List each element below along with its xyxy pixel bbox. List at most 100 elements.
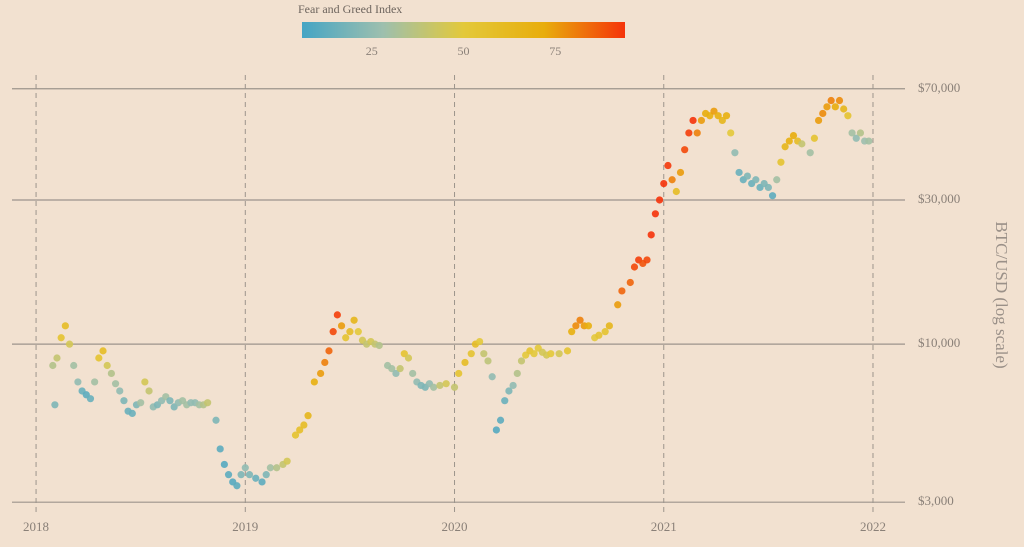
point [137, 399, 145, 407]
point [618, 287, 626, 295]
point [241, 464, 249, 472]
point [572, 322, 580, 330]
point [409, 369, 417, 378]
point [706, 112, 714, 120]
point [697, 116, 706, 125]
point [848, 129, 856, 137]
point [785, 137, 793, 145]
point [530, 350, 538, 358]
point [752, 176, 760, 184]
point [233, 482, 241, 490]
point [643, 256, 651, 264]
point [392, 369, 400, 378]
point [141, 378, 149, 386]
point [70, 361, 78, 370]
point [693, 129, 701, 137]
point [831, 103, 839, 111]
point [258, 478, 266, 486]
point [731, 149, 739, 157]
point [819, 109, 827, 118]
point [781, 143, 789, 151]
point [681, 146, 689, 154]
point [655, 196, 664, 204]
point [346, 328, 354, 336]
point [601, 328, 609, 336]
point [252, 474, 260, 482]
point [513, 369, 521, 378]
point [735, 168, 743, 177]
point [61, 322, 69, 330]
point [86, 395, 95, 403]
point [743, 172, 752, 180]
x-tick-label: 2022 [860, 519, 886, 534]
point [568, 328, 576, 336]
point [342, 334, 350, 342]
point [501, 397, 509, 405]
point [430, 383, 438, 391]
point [388, 365, 396, 373]
point [865, 137, 873, 145]
point [651, 210, 659, 218]
point [310, 378, 318, 386]
point [166, 397, 174, 405]
point [676, 168, 685, 177]
point [325, 347, 333, 355]
point [672, 187, 680, 196]
point [220, 460, 228, 469]
point [216, 445, 224, 453]
point [95, 354, 103, 362]
point [442, 380, 450, 388]
point [664, 161, 672, 170]
point [584, 322, 593, 330]
point [53, 354, 61, 362]
point [727, 129, 735, 137]
point [317, 369, 325, 378]
point [461, 358, 469, 367]
point [321, 358, 329, 367]
point [576, 316, 584, 324]
point [107, 369, 115, 378]
point [563, 347, 572, 355]
point [91, 378, 99, 386]
point [120, 397, 128, 405]
point [375, 341, 383, 350]
colorbar-tick-label: 75 [549, 44, 561, 58]
point [710, 107, 718, 115]
y-tick-label: $70,000 [918, 80, 960, 95]
point [300, 421, 308, 429]
point [329, 328, 337, 336]
y-tick-label: $30,000 [918, 191, 960, 206]
point [722, 112, 731, 120]
point [718, 116, 726, 125]
point [436, 381, 444, 390]
point [689, 116, 697, 125]
colorbar [302, 22, 625, 38]
point [484, 357, 492, 365]
point [212, 416, 220, 424]
point [517, 357, 526, 365]
point [404, 354, 413, 362]
colorbar-tick-label: 25 [366, 44, 378, 58]
point [74, 378, 82, 386]
point [827, 96, 835, 105]
point [467, 350, 475, 358]
point [354, 328, 362, 336]
point [128, 409, 136, 418]
point [488, 373, 496, 381]
point [505, 387, 513, 395]
x-tick-label: 2020 [442, 519, 468, 534]
point [204, 399, 212, 407]
point [51, 401, 59, 409]
point [480, 350, 488, 358]
colorbar-tick-label: 50 [458, 44, 470, 58]
y-tick-label: $3,000 [918, 493, 954, 508]
point [714, 112, 722, 120]
point [835, 96, 844, 105]
point [840, 105, 848, 113]
x-tick-label: 2019 [232, 519, 258, 534]
point [806, 149, 814, 157]
point [660, 179, 668, 188]
point [823, 103, 831, 111]
point [668, 176, 676, 184]
point [852, 134, 860, 142]
